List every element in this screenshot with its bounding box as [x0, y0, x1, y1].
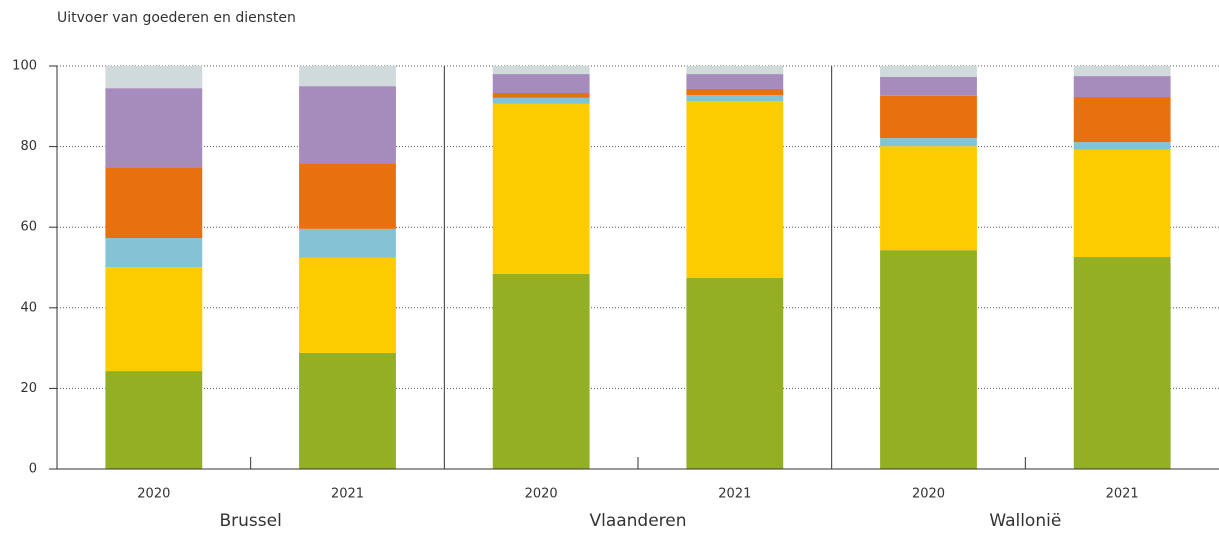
bar-segment	[686, 101, 784, 278]
bar-segment	[492, 93, 590, 98]
y-tick-label: 60	[20, 220, 37, 235]
bar-segment	[299, 228, 396, 258]
bar-segment	[686, 277, 784, 469]
bar-segment	[880, 146, 977, 251]
bar-segment	[880, 138, 977, 147]
bar-segment	[299, 163, 396, 229]
group-label: Brussel	[220, 511, 282, 531]
bar-segment	[1073, 97, 1171, 143]
x-tick-label: 2021	[331, 487, 364, 502]
bar-segment	[105, 238, 203, 268]
bar-segment	[492, 103, 590, 274]
bar-segment	[686, 66, 784, 75]
y-tick-label: 80	[20, 139, 37, 154]
bar-segment	[492, 97, 590, 104]
bar-segment	[880, 76, 977, 96]
bar-segment	[686, 95, 784, 102]
bar-segment	[492, 74, 590, 94]
x-tick-label: 2020	[912, 487, 945, 502]
x-tick-label: 2021	[718, 487, 751, 502]
y-tick-label: 20	[20, 381, 37, 396]
bar-segment	[1073, 257, 1171, 469]
x-tick-label: 2020	[137, 487, 170, 502]
bar-segment	[105, 88, 203, 168]
bar-segment	[686, 88, 784, 96]
bar-segment	[492, 273, 590, 469]
bar-segment	[105, 267, 203, 372]
y-tick-label: 0	[29, 462, 37, 477]
bar-segment	[1073, 66, 1171, 77]
bar-segment	[299, 257, 396, 353]
y-tick-label: 100	[12, 59, 37, 74]
y-tick-label: 40	[20, 300, 37, 315]
bar-segment	[880, 66, 977, 77]
x-tick-label: 2020	[525, 487, 558, 502]
bar-segment	[1073, 142, 1171, 150]
bar-segment	[1073, 149, 1171, 258]
chart-title: Uitvoer van goederen en diensten	[57, 10, 296, 26]
bar-segment	[686, 74, 784, 89]
bar-segment	[299, 352, 396, 469]
bar-segment	[880, 95, 977, 139]
bar-segment	[299, 66, 396, 87]
x-tick-label: 2021	[1106, 487, 1139, 502]
bar-segment	[299, 86, 396, 164]
bar-segment	[105, 66, 203, 89]
group-label: Vlaanderen	[589, 511, 686, 531]
bar-segment	[105, 371, 203, 469]
group-label: Wallonië	[989, 511, 1061, 531]
bar-segment	[880, 250, 977, 469]
bar-segment	[492, 66, 590, 75]
bar-segment	[105, 167, 203, 239]
bar-segment	[1073, 76, 1171, 98]
